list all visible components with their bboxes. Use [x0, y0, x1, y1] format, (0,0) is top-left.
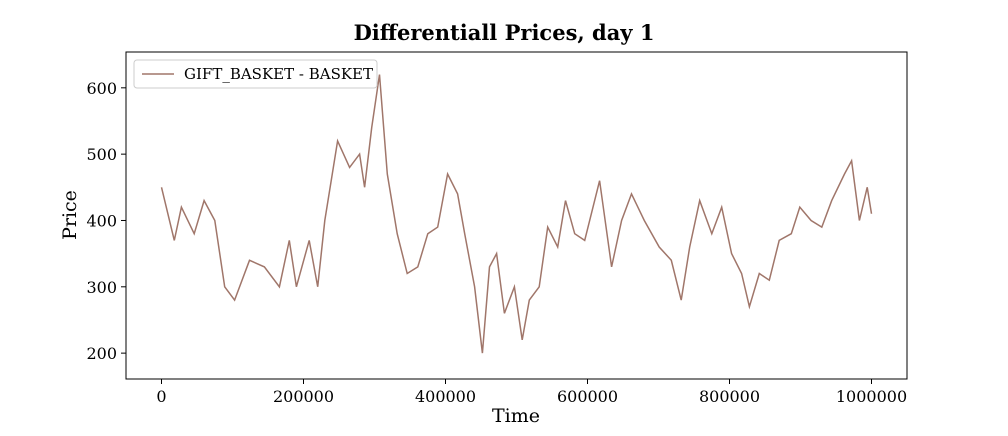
- y-tick-label: 400: [86, 211, 117, 230]
- x-tick-label: 800000: [699, 387, 760, 406]
- x-tick-label: 400000: [415, 387, 476, 406]
- x-tick-label: 600000: [557, 387, 618, 406]
- legend-label: GIFT_BASKET - BASKET: [184, 65, 373, 83]
- plot-area: [125, 51, 908, 380]
- data-line: [160, 74, 873, 354]
- x-axis-label: Time: [492, 405, 540, 427]
- chart-title: Differentiall Prices, day 1: [354, 20, 655, 45]
- y-axis-label: Price: [59, 190, 81, 240]
- legend-box: [133, 59, 378, 89]
- y-tick-label: 300: [86, 278, 117, 297]
- y-tick-label: 600: [86, 79, 117, 98]
- y-tick-label: 200: [86, 344, 117, 363]
- x-tick-label: 200000: [273, 387, 334, 406]
- y-tick-label: 500: [86, 145, 117, 164]
- x-tick-label: 0: [156, 387, 166, 406]
- x-tick-label: 1000000: [836, 387, 907, 406]
